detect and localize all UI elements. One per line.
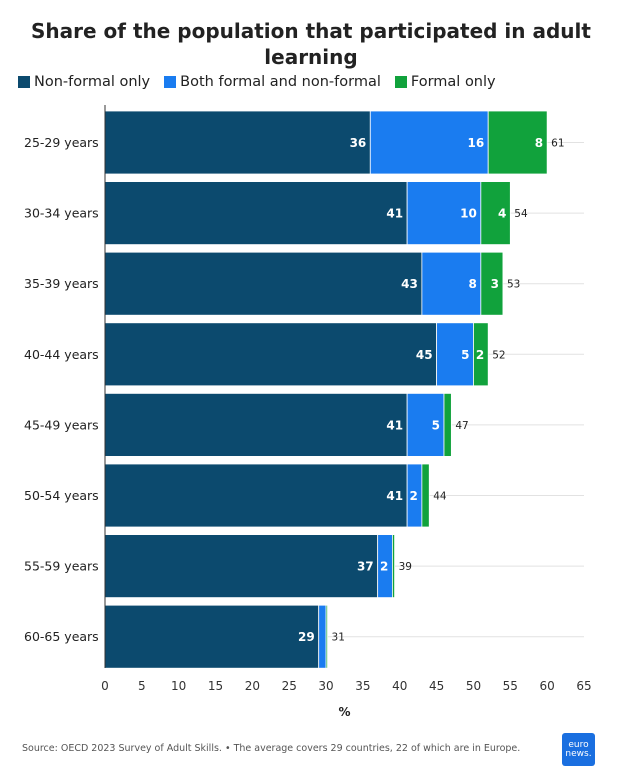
x-tick-label: 20 bbox=[245, 679, 260, 693]
category-label: 55-59 years bbox=[24, 559, 99, 574]
data-label: 10 bbox=[460, 207, 477, 221]
legend-item-formal-only: Formal only bbox=[394, 74, 496, 90]
bar-segment bbox=[104, 534, 379, 598]
source-note: Source: OECD 2023 Survey of Adult Skills… bbox=[22, 743, 521, 754]
bar-segment bbox=[487, 110, 548, 175]
bar-segment bbox=[443, 392, 452, 457]
data-label: 36 bbox=[350, 136, 367, 150]
legend-label: Formal only bbox=[410, 74, 496, 90]
total-label: 53 bbox=[507, 279, 520, 291]
legend-swatch bbox=[18, 76, 30, 88]
x-tick-label: 60 bbox=[540, 679, 555, 693]
category-label: 50-54 years bbox=[24, 488, 99, 503]
total-label: 61 bbox=[551, 138, 564, 150]
bar-segment bbox=[104, 322, 438, 387]
data-label: 5 bbox=[461, 348, 469, 362]
data-label: 29 bbox=[298, 630, 315, 644]
data-label: 41 bbox=[386, 207, 403, 221]
x-tick-label: 15 bbox=[208, 679, 223, 693]
data-label: 37 bbox=[357, 560, 374, 574]
legend-item-both: Both formal and non-formal bbox=[164, 74, 381, 90]
chart-plot: 0 5 10 15 20 25 30 35 40 45 50 55 60 65%25-29 years 36… bbox=[24, 105, 592, 719]
x-tick-label: 40 bbox=[392, 679, 407, 693]
data-label: 43 bbox=[401, 277, 418, 291]
x-axis-label: % bbox=[338, 705, 350, 719]
legend-label: Non-formal only bbox=[34, 74, 151, 90]
total-label: 52 bbox=[492, 349, 505, 361]
bar-segment bbox=[104, 604, 320, 669]
x-tick-label: 45 bbox=[429, 679, 444, 693]
x-tick-label: 55 bbox=[503, 679, 518, 693]
x-tick-label: 0 bbox=[101, 679, 109, 693]
bar-segment bbox=[104, 110, 371, 175]
bar-segment bbox=[473, 322, 489, 387]
data-label: 41 bbox=[386, 418, 403, 432]
data-label: 4 bbox=[498, 207, 506, 221]
legend-label: Both formal and non-formal bbox=[180, 74, 381, 90]
legend-swatch bbox=[394, 76, 407, 88]
bar-segment bbox=[421, 463, 430, 528]
bar-segment bbox=[104, 392, 408, 457]
bar-segment bbox=[104, 181, 408, 246]
x-tick-label: 50 bbox=[466, 679, 481, 693]
category-label: 25-29 years bbox=[24, 135, 99, 150]
data-label: 2 bbox=[476, 348, 484, 362]
category-label: 45-49 years bbox=[24, 417, 99, 432]
data-label: 3 bbox=[491, 277, 499, 291]
bar-segment bbox=[480, 251, 504, 316]
data-label: 8 bbox=[535, 136, 543, 150]
data-label: 16 bbox=[467, 136, 484, 150]
total-label: 44 bbox=[433, 491, 447, 503]
data-label: 45 bbox=[416, 348, 433, 362]
bar-segment bbox=[406, 392, 445, 457]
bar-segment bbox=[104, 251, 423, 316]
data-label: 41 bbox=[386, 489, 403, 503]
total-label: 39 bbox=[399, 561, 412, 573]
x-tick-label: 30 bbox=[318, 679, 333, 693]
bar-segment bbox=[369, 110, 489, 175]
data-label: 2 bbox=[380, 560, 388, 574]
bar-segment bbox=[325, 604, 328, 669]
bar-segment bbox=[318, 604, 327, 669]
category-label: 35-39 years bbox=[24, 276, 99, 291]
x-tick-label: 65 bbox=[576, 679, 591, 693]
category-label: 30-34 years bbox=[24, 206, 99, 221]
bar-segment bbox=[391, 534, 396, 598]
total-label: 54 bbox=[514, 208, 528, 220]
x-tick-label: 35 bbox=[355, 679, 370, 693]
logo-text-2: news. bbox=[565, 748, 592, 759]
data-label: 8 bbox=[468, 277, 476, 291]
category-label: 60-65 years bbox=[24, 629, 99, 644]
total-label: 31 bbox=[332, 632, 345, 644]
data-label: 2 bbox=[410, 489, 418, 503]
chart-legend: Non-formal only Both formal and non-form… bbox=[18, 74, 510, 90]
total-label: 47 bbox=[455, 420, 468, 432]
bar-segment bbox=[480, 181, 511, 246]
x-tick-label: 25 bbox=[282, 679, 297, 693]
logo-text-1: euro bbox=[568, 739, 589, 750]
legend-item-non-formal-only: Non-formal only bbox=[18, 74, 150, 90]
legend-swatch bbox=[164, 76, 177, 88]
x-tick-label: 5 bbox=[138, 679, 146, 693]
x-tick-label: 10 bbox=[171, 679, 186, 693]
data-label: 5 bbox=[432, 418, 440, 432]
chart-title: Share of the population that participate… bbox=[31, 19, 591, 69]
category-label: 40-44 years bbox=[24, 347, 99, 362]
bar-segment bbox=[104, 463, 408, 528]
bar-segment bbox=[406, 181, 482, 246]
euronews-logo: euro news. bbox=[562, 733, 595, 766]
